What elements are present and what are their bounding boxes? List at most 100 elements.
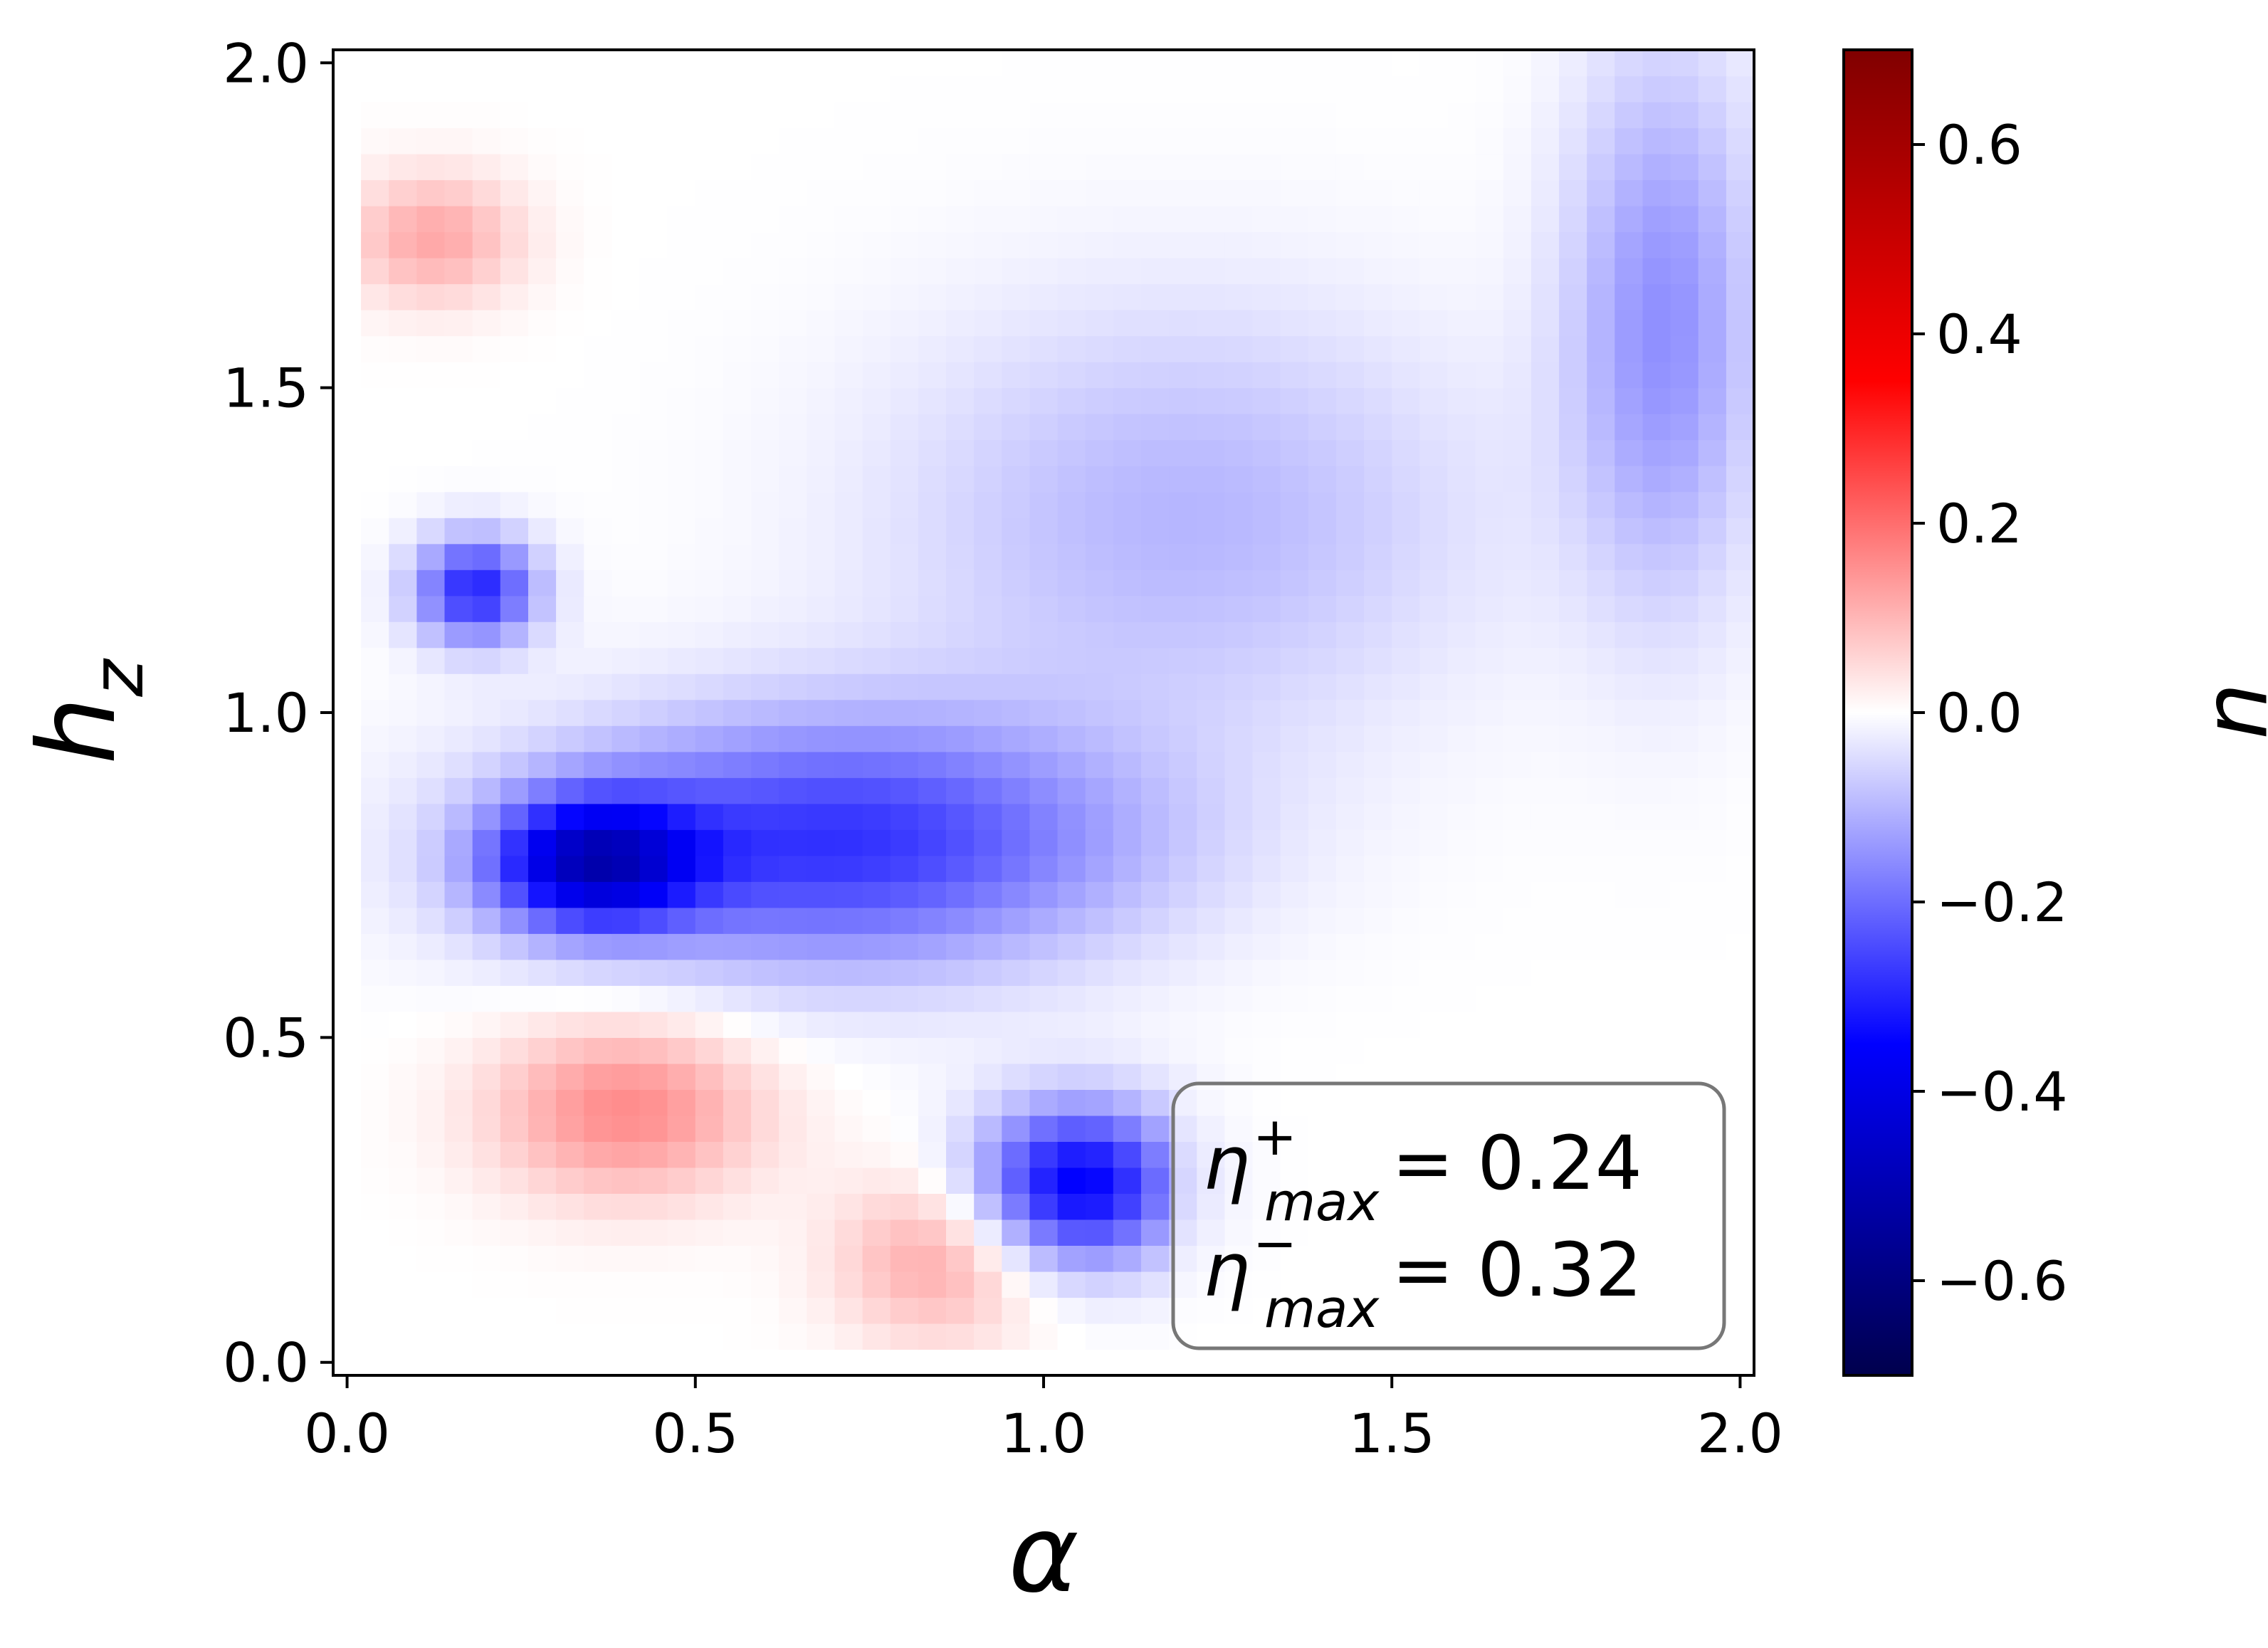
heatmap-cell [1252,283,1281,310]
heatmap-cell [1475,310,1504,337]
heatmap-cell [779,1271,807,1298]
heatmap-cell [416,206,446,233]
heatmap-cell [500,310,529,337]
heatmap-cell [1726,1193,1755,1220]
heatmap-cell [890,1089,919,1116]
heatmap-cell [807,258,835,285]
heatmap-cell [1503,310,1532,337]
heatmap-cell [389,154,417,181]
heatmap-cell [472,466,501,493]
heatmap-cell [751,362,779,389]
heatmap-cell [1587,414,1615,441]
heatmap-cell [1057,1193,1086,1220]
heatmap-cell [890,621,919,649]
heatmap-cell [1364,102,1392,129]
heatmap-cell [1726,621,1755,649]
heatmap-cell [1308,258,1337,285]
heatmap-cell [807,881,835,908]
heatmap-cell [639,1141,668,1168]
heatmap-cell [1224,985,1254,1012]
heatmap-cell [584,647,612,674]
heatmap-cell [1252,543,1281,570]
heatmap-cell [528,985,557,1012]
heatmap-cell [584,1037,612,1064]
heatmap-cell [779,102,807,129]
heatmap-cell [1029,102,1059,129]
heatmap-cell [1308,283,1337,310]
heatmap-cell [667,387,696,414]
heatmap-cell [1029,959,1059,986]
heatmap-cell [584,518,612,545]
heatmap-cell [751,1219,779,1246]
heatmap-cell [1364,518,1392,545]
heatmap-cell [472,829,501,856]
heatmap-cell [862,362,891,389]
colorbar-tick-label: −0.2 [1936,871,2068,934]
heatmap-cell [862,699,891,726]
heatmap-cell [444,1141,473,1168]
heatmap-cell [974,1167,1002,1194]
heatmap-cell [974,1323,1002,1350]
heatmap-cell [1308,933,1337,960]
heatmap-cell [639,179,668,206]
heatmap-cell [751,907,779,934]
heatmap-cell [361,154,389,181]
heatmap-cell [807,1297,835,1324]
heatmap-cell [444,777,473,804]
heatmap-cell [472,855,501,882]
heatmap-cell [500,621,529,649]
heatmap-cell [472,206,501,233]
heatmap-cell [807,673,835,700]
heatmap-cell [556,933,584,960]
heatmap-cell [361,335,389,362]
heatmap-cell [389,518,417,545]
heatmap-cell [779,75,807,103]
colorbar-tick-label: 0.4 [1936,303,2022,366]
heatmap-cell [890,1323,919,1350]
heatmap-cell [1559,699,1587,726]
heatmap-cell [1113,439,1142,466]
heatmap-cell [1335,206,1365,233]
heatmap-cell [528,1297,557,1324]
heatmap-cell [1308,673,1337,700]
heatmap-cell [1419,959,1449,986]
heatmap-cell [1392,595,1420,622]
heatmap-cell [472,1271,501,1298]
heatmap-cell [1280,881,1309,908]
heatmap-cell [974,466,1002,493]
heatmap-cell [611,1245,641,1272]
heatmap-cell [1085,102,1114,129]
heatmap-cell [1670,881,1699,908]
heatmap-cell [1531,855,1560,882]
heatmap-cell [1419,699,1449,726]
heatmap-cell [862,154,891,181]
heatmap-cell [1642,258,1671,285]
heatmap-cell [1141,855,1170,882]
heatmap-cell [890,387,919,414]
heatmap-cell [1335,855,1365,882]
heatmap-cell [1057,491,1086,518]
heatmap-cell [667,933,696,960]
heatmap-cell [1726,335,1755,362]
heatmap-cell [500,595,529,622]
heatmap-cell [779,570,807,597]
heatmap-cell [611,283,641,310]
heatmap-cell [1335,570,1365,597]
heatmap-cell [1002,310,1030,337]
heatmap-cell [974,1011,1002,1038]
heatmap-cell [361,933,389,960]
heatmap-cell [528,829,557,856]
heatmap-cell [667,1297,696,1324]
heatmap-cell [1392,1011,1420,1038]
heatmap-cell [1085,543,1114,570]
heatmap-cell [834,206,863,233]
heatmap-cell [1559,647,1587,674]
heatmap-cell [444,439,473,466]
heatmap-cell [1169,439,1197,466]
heatmap-cell [862,518,891,545]
heatmap-cell [1587,829,1615,856]
heatmap-cell [918,387,947,414]
heatmap-cell [1335,959,1365,986]
heatmap-cell [1392,1037,1420,1064]
heatmap-cell [1670,491,1699,518]
